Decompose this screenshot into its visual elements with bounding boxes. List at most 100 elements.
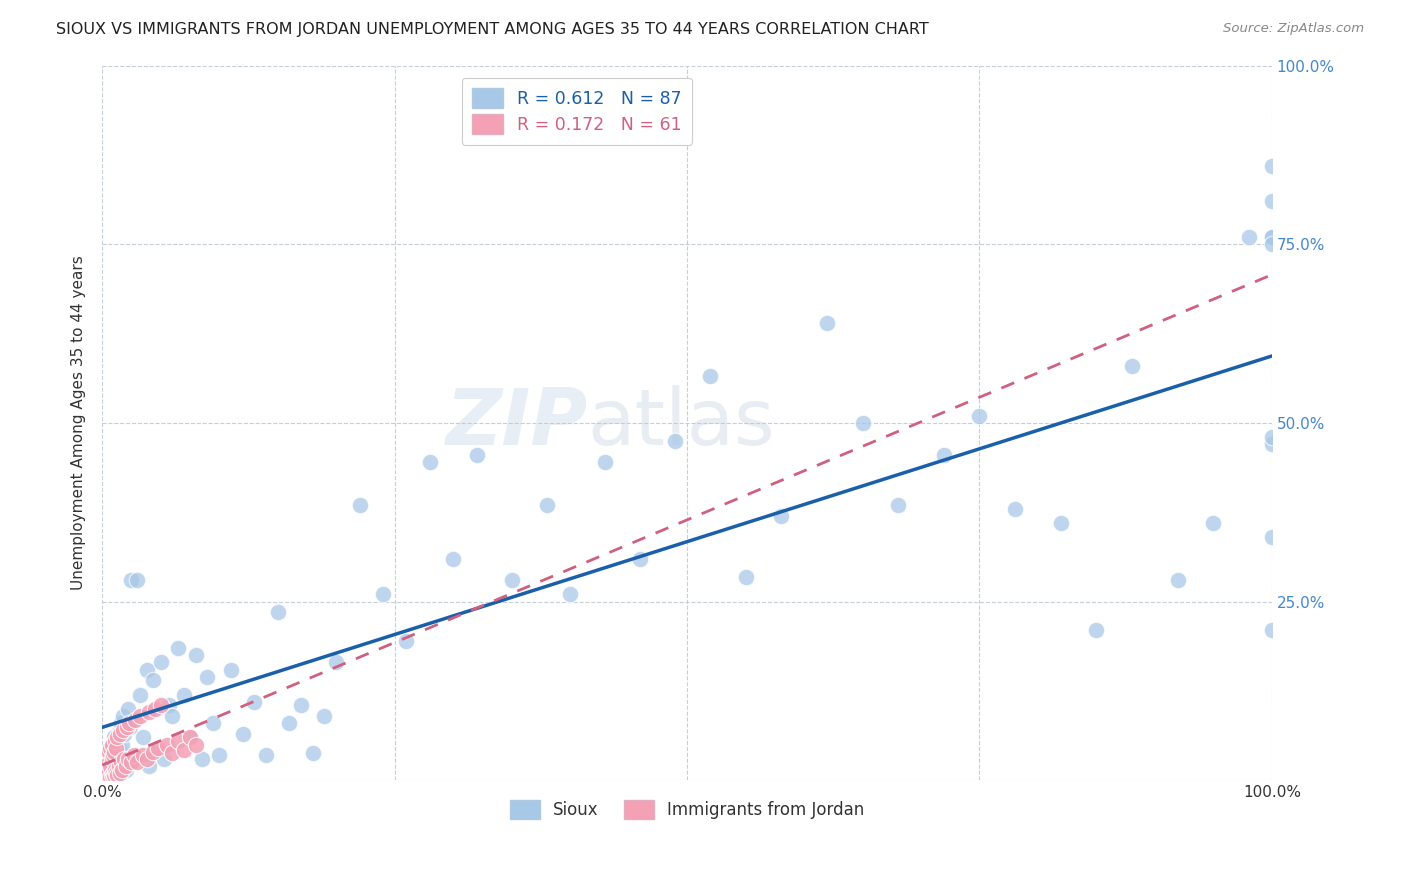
- Point: [107, 731, 129, 745]
- Point: [100, 770, 122, 784]
- Point: [101, 748, 124, 763]
- Point: [111, 738, 134, 752]
- Point: [101, 766, 124, 780]
- Point: [105, 741, 128, 756]
- Point: [93, 767, 115, 781]
- Point: [97, 770, 120, 784]
- Point: [97, 763, 120, 777]
- Point: [184, 648, 207, 663]
- Point: [314, 709, 336, 723]
- Point: [173, 743, 195, 757]
- Point: [132, 748, 155, 763]
- Point: [1261, 194, 1284, 209]
- Point: [395, 634, 418, 648]
- Point: [97, 766, 120, 780]
- Point: [135, 663, 157, 677]
- Point: [138, 706, 160, 720]
- Point: [120, 720, 142, 734]
- Point: [98, 756, 121, 770]
- Point: [184, 738, 207, 752]
- Point: [115, 720, 138, 734]
- Point: [111, 763, 134, 777]
- Point: [105, 756, 128, 770]
- Point: [1261, 530, 1284, 544]
- Point: [219, 663, 242, 677]
- Point: [127, 573, 149, 587]
- Point: [149, 698, 172, 713]
- Point: [769, 508, 792, 523]
- Point: [969, 409, 991, 423]
- Point: [114, 763, 136, 777]
- Point: [1085, 624, 1108, 638]
- Point: [103, 745, 125, 759]
- Point: [1261, 430, 1284, 444]
- Point: [118, 716, 141, 731]
- Point: [208, 748, 231, 763]
- Point: [93, 763, 115, 777]
- Point: [190, 752, 212, 766]
- Point: [104, 734, 127, 748]
- Point: [664, 434, 686, 448]
- Point: [100, 759, 122, 773]
- Point: [278, 716, 301, 731]
- Point: [254, 748, 277, 763]
- Point: [1261, 230, 1284, 244]
- Point: [96, 759, 118, 773]
- Point: [138, 759, 160, 773]
- Point: [1004, 501, 1026, 516]
- Point: [1050, 516, 1073, 530]
- Point: [441, 551, 464, 566]
- Point: [117, 752, 139, 766]
- Point: [734, 569, 756, 583]
- Point: [1261, 230, 1284, 244]
- Y-axis label: Unemployment Among Ages 35 to 44 years: Unemployment Among Ages 35 to 44 years: [72, 256, 86, 591]
- Point: [117, 702, 139, 716]
- Point: [96, 767, 118, 781]
- Point: [325, 656, 347, 670]
- Point: [536, 498, 558, 512]
- Point: [266, 605, 288, 619]
- Point: [107, 767, 129, 781]
- Point: [100, 770, 122, 784]
- Point: [128, 688, 150, 702]
- Point: [153, 752, 176, 766]
- Point: [1202, 516, 1225, 530]
- Point: [112, 723, 135, 738]
- Point: [419, 455, 441, 469]
- Text: SIOUX VS IMMIGRANTS FROM JORDAN UNEMPLOYMENT AMONG AGES 35 TO 44 YEARS CORRELATI: SIOUX VS IMMIGRANTS FROM JORDAN UNEMPLOY…: [56, 22, 929, 37]
- Point: [110, 756, 132, 770]
- Point: [110, 716, 132, 731]
- Point: [103, 731, 125, 745]
- Point: [103, 759, 125, 773]
- Point: [103, 767, 125, 781]
- Point: [100, 741, 122, 756]
- Point: [114, 727, 136, 741]
- Point: [108, 727, 131, 741]
- Point: [94, 756, 117, 770]
- Point: [851, 416, 873, 430]
- Point: [96, 752, 118, 766]
- Point: [120, 573, 142, 587]
- Point: [162, 746, 184, 760]
- Point: [167, 641, 190, 656]
- Point: [110, 752, 132, 766]
- Point: [107, 759, 129, 773]
- Point: [232, 727, 254, 741]
- Text: ZIP: ZIP: [446, 385, 588, 461]
- Point: [141, 673, 163, 688]
- Point: [173, 688, 195, 702]
- Point: [815, 316, 838, 330]
- Point: [124, 713, 146, 727]
- Point: [290, 698, 312, 713]
- Point: [114, 752, 136, 766]
- Point: [157, 698, 180, 713]
- Point: [93, 766, 115, 780]
- Point: [107, 741, 129, 756]
- Point: [107, 734, 129, 748]
- Point: [197, 670, 219, 684]
- Point: [97, 748, 120, 763]
- Point: [1261, 237, 1284, 252]
- Point: [155, 738, 177, 752]
- Point: [558, 587, 581, 601]
- Point: [349, 498, 371, 512]
